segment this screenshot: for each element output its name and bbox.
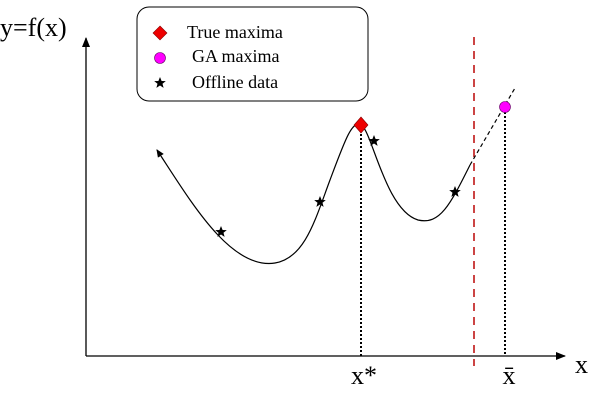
function-curve (156, 123, 471, 264)
true-maxima (353, 116, 369, 134)
y-axis-label: y=f(x) (0, 13, 67, 42)
true-optimum-label: x* (351, 361, 377, 390)
legend-diamond (152, 25, 168, 41)
legend-box (136, 6, 369, 102)
extrapolation (469, 87, 516, 166)
legend-label: GA maxima (192, 46, 280, 66)
x-axis-label: x (575, 350, 588, 379)
offline-point (449, 186, 461, 197)
legend-circle (154, 52, 166, 64)
legend-label: True maxima (187, 22, 283, 42)
ga-optimum-label: x̄ (503, 361, 516, 390)
offline-point (215, 226, 227, 237)
offline-point (368, 135, 380, 146)
legend-label: Offline data (192, 72, 278, 92)
ga-maxima (499, 101, 511, 113)
